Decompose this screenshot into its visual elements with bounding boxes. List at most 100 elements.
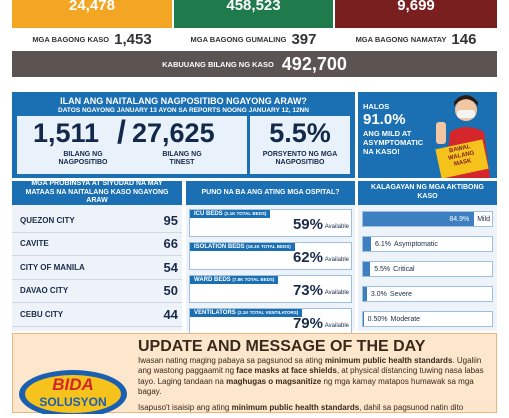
province-value: 66 xyxy=(163,236,178,252)
case-track: 0.50% Moderate xyxy=(362,311,493,327)
case-label: 0.50% xyxy=(367,315,388,323)
hospital-list: ICU BEDS (2.1K TOTAL BEDS) 59% Available IS… xyxy=(189,209,352,341)
rate-label: PORSYENTO NG MGA NAGPOSITIBO xyxy=(262,151,338,167)
paragraph: Isapuso't isaisip ang ating minimum publ… xyxy=(138,403,493,413)
mild-line: 91.0% xyxy=(363,111,406,128)
province-name: CAVITE xyxy=(20,239,49,249)
label: MGA BAGONG GUMALING xyxy=(190,35,287,44)
bold-text: minimum public health standards xyxy=(231,402,360,412)
title: MGA PROBINSYA AT SIYUDAD NA MAY MATAAS N… xyxy=(12,180,182,205)
hospital-name: ISOLATION BEDS (16.1K TOTAL BEDS) xyxy=(190,243,295,251)
mild-panel: HALOS 91.0% ANG MILD AT ASYMPTOMATIC NA KASO… xyxy=(358,92,497,178)
bold-text: maghugas o magsanitize xyxy=(226,376,322,386)
update-panel: BIDA SOLUSYON UPDATE AND MESSAGE OF THE … xyxy=(12,333,497,414)
bed-total: (2.1K TOTAL BEDS) xyxy=(224,211,267,216)
active-total: 24,478 xyxy=(12,0,172,28)
case-track: 84.9% Mild xyxy=(362,211,493,227)
mild-line: HALOS xyxy=(363,102,390,111)
text: ng mga kamay matapos humawak sa mga baga… xyxy=(138,376,474,397)
bida-logo: BIDA SOLUSYON xyxy=(19,370,127,414)
case-text: 6.1% Asymptomatic xyxy=(375,237,438,251)
positivity-panel: ILAN ANG NAITALANG NAGPOSITIBO NGAYONG A… xyxy=(12,92,355,178)
province-value: 50 xyxy=(163,283,178,299)
bed-type: ICU BEDS xyxy=(194,211,223,217)
case-bar xyxy=(363,237,371,251)
logo-text: BIDA xyxy=(52,375,94,394)
province-value: 95 xyxy=(163,212,178,228)
case-label: 6.1% xyxy=(374,240,391,248)
availability-note: Available xyxy=(324,323,349,329)
case-name: Moderate xyxy=(390,315,421,323)
hospital-name: VENTILATORS (2.1K TOTAL VENTILATORS) xyxy=(190,309,303,317)
value: 458,523 xyxy=(226,0,281,14)
availability-note: Available xyxy=(324,224,349,230)
province-row: CITY OF MANILA 54 xyxy=(12,256,182,280)
cases-panel: KALAGAYAN NG MGA AKTIBONG KASO 84.9% Mild… xyxy=(358,181,497,331)
case-bar xyxy=(363,287,367,301)
bed-total: (2.1K TOTAL VENTILATORS) xyxy=(237,310,299,315)
case-bar xyxy=(363,262,371,276)
value: 24,478 xyxy=(69,0,115,14)
province-name: QUEZON CITY xyxy=(20,215,75,225)
case-text: 5.5% Critical xyxy=(374,262,414,276)
case-track: 3.0% Severe xyxy=(362,286,493,302)
province-list: QUEZON CITY 95 CAVITE 66 CITY OF MANILA 54 DAV… xyxy=(12,209,182,327)
total-cases: KABUUANG BILANG NG KASO 492,700 xyxy=(12,51,497,77)
province-name: CEBU CITY xyxy=(20,309,64,319)
mild-text: HALOS 91.0% ANG MILD AT ASYMPTOMATIC NA KASO… xyxy=(363,102,433,156)
availability: 73% xyxy=(292,282,323,299)
case-bar xyxy=(363,312,364,326)
case-bar xyxy=(363,212,475,226)
new-deaths: MGA BAGONG NAMATAY 146 xyxy=(335,30,497,49)
bed-type: VENTILATORS xyxy=(194,310,236,316)
case-text: 3.0% Severe xyxy=(371,287,412,301)
case-list: 84.9% Mild 6.1% Asymptomatic 5.5% Critical 3.0… xyxy=(362,211,493,336)
province-name: CITY OF MANILA xyxy=(20,262,85,272)
provinces-panel: MGA PROBINSYA AT SIYUDAD NA MAY MATAAS N… xyxy=(12,180,182,331)
text: Isapuso't isaisip ang ating xyxy=(138,402,232,412)
case-label: 3.0% xyxy=(370,290,387,298)
province-value: 54 xyxy=(163,259,178,275)
case-name: Asymptomatic xyxy=(393,240,438,248)
case-track: 5.5% Critical xyxy=(362,261,493,277)
bold-text: face masks at face shields xyxy=(236,366,337,376)
tested-value: 27,625 xyxy=(132,118,215,148)
recovered-total: 458,523 xyxy=(174,0,333,28)
mild-line: ASYMPTOMATIC xyxy=(363,138,424,147)
counts-panel: 1,511 / 27,625 BILANG NG NAGPOSITIBO BIL… xyxy=(17,114,247,174)
hospital-name: WARD BEDS (7.8K TOTAL BEDS) xyxy=(190,276,279,284)
rate-panel: 5.5% PORSYENTO NG MGA NAGPOSITIBO xyxy=(250,116,350,174)
title: UPDATE AND MESSAGE OF THE DAY xyxy=(138,338,426,355)
separator: / xyxy=(117,114,126,150)
hospitals-panel: PUNO NA BA ANG ATING MGA OSPITAL? ICU BE… xyxy=(186,181,355,336)
positive-value: 1,511 xyxy=(33,118,100,148)
text: Iwasan nating maging pabaya sa pagsunod … xyxy=(138,356,325,365)
text: , at physical distancing tuwing nasa lab… xyxy=(138,366,484,386)
province-row: DAVAO CITY 50 xyxy=(12,280,182,303)
text: , dahil sa pagsunod natin dito xyxy=(359,402,464,412)
availability: 79% xyxy=(292,315,323,332)
subtitle: DATOS NGAYONG JANUARY 13 AYON SA REPORTS… xyxy=(58,107,309,114)
rate-value: 5.5% xyxy=(269,118,331,148)
deaths-total: 9,699 xyxy=(335,0,497,28)
title: PUNO NA BA ANG ATING MGA OSPITAL? xyxy=(186,181,355,205)
case-text: 0.50% Moderate xyxy=(368,312,420,326)
hospital-row: VENTILATORS (2.1K TOTAL VENTILATORS) 79% A… xyxy=(189,308,352,336)
bed-total: (16.1K TOTAL BEDS) xyxy=(246,244,291,249)
case-name: Mild xyxy=(477,215,491,223)
case-label: 5.5% xyxy=(374,265,391,273)
case-label: 84.9% xyxy=(449,215,470,223)
province-value: 44 xyxy=(163,306,178,322)
province-row: QUEZON CITY 95 xyxy=(12,209,182,233)
label: MGA BAGONG KASO xyxy=(32,35,110,44)
new-cases: MGA BAGONG KASO 1,453 xyxy=(12,30,172,49)
mild-line: NA KASO! xyxy=(363,147,400,156)
province-row: CAVITE 66 xyxy=(12,233,182,256)
value: 492,700 xyxy=(281,53,347,74)
province-row: CEBU CITY 44 xyxy=(12,303,182,327)
hospital-row: WARD BEDS (7.8K TOTAL BEDS) 73% Available xyxy=(189,275,352,303)
paragraph: Iwasan nating maging pabaya sa pagsunod … xyxy=(138,356,493,398)
title: ILAN ANG NAITALANG NAGPOSITIBO NGAYONG A… xyxy=(60,96,307,106)
hospital-row: ICU BEDS (2.1K TOTAL BEDS) 59% Available xyxy=(189,209,352,237)
